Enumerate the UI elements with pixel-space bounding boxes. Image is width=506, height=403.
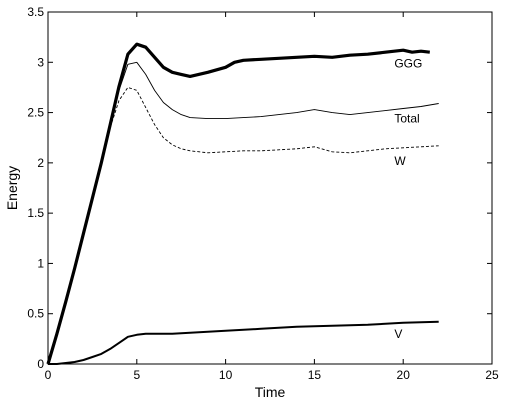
x-tick-label: 10	[219, 368, 233, 382]
y-tick-label: 1.5	[27, 206, 44, 220]
x-tick-label: 15	[308, 368, 322, 382]
x-tick-label: 20	[397, 368, 411, 382]
series-layer	[46, 42, 439, 365]
y-tick-label: 3	[37, 55, 44, 69]
x-tick-label: 5	[133, 368, 140, 382]
y-axis-title: Energy	[4, 166, 20, 210]
x-axis-title: Time	[255, 384, 286, 400]
series-label-v: V	[394, 327, 402, 341]
series-labels: GGG Total W V	[394, 56, 422, 341]
series-label-total: Total	[394, 112, 419, 126]
x-tick-label: 0	[45, 368, 52, 382]
series-label-w: W	[394, 154, 406, 168]
plot-area	[47, 11, 493, 365]
y-axis-ticks: 0 0.5 1 1.5 2 2.5 3 3.5	[27, 5, 492, 371]
x-axis-ticks: 0 5 10 15 20 25	[45, 12, 499, 382]
series-line-w	[47, 86, 439, 365]
y-tick-label: 2.5	[27, 106, 44, 120]
y-tick-label: 1	[37, 256, 44, 270]
y-tick-label: 2	[37, 156, 44, 170]
x-tick-label: 25	[485, 368, 499, 382]
series-label-ggg: GGG	[394, 56, 422, 70]
y-tick-label: 0	[37, 357, 44, 371]
y-tick-label: 3.5	[27, 5, 44, 19]
series-line-v	[48, 320, 439, 365]
y-tick-label: 0.5	[27, 307, 44, 321]
